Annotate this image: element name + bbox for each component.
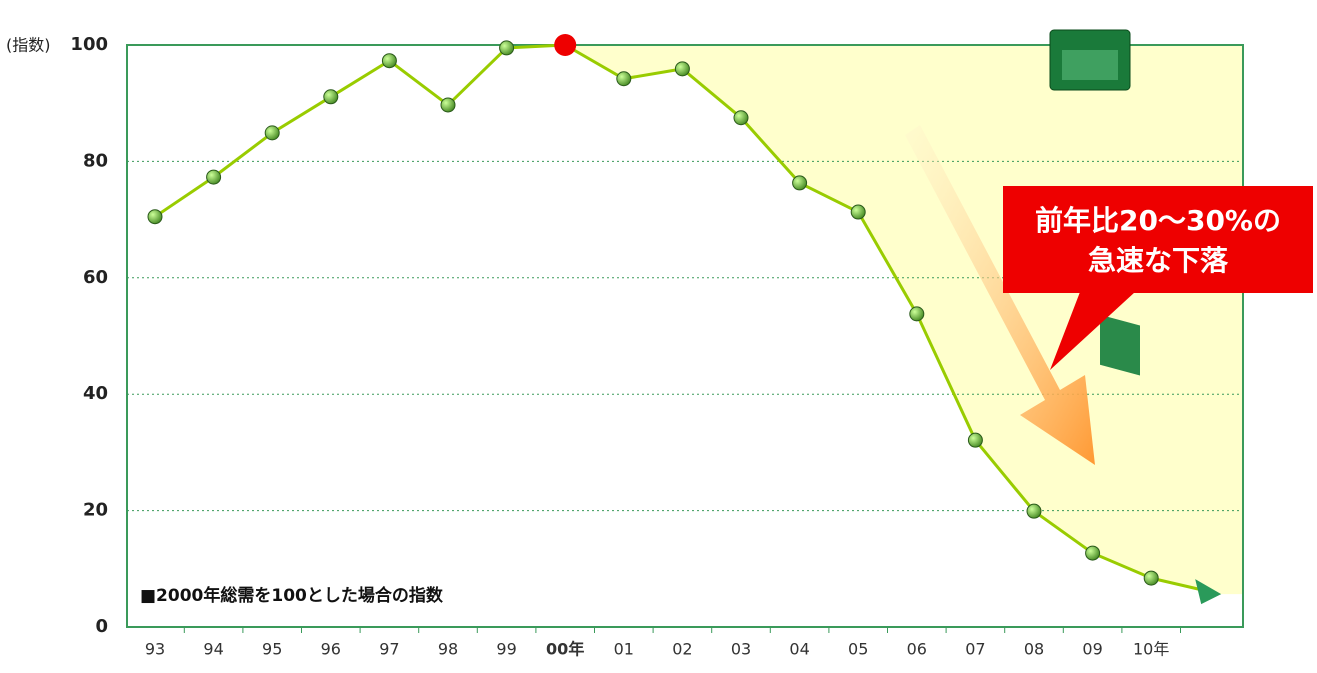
x-tick-label: 08 <box>1024 640 1044 659</box>
y-axis-label: (指数) <box>6 36 51 55</box>
x-tick-label: 03 <box>731 640 751 659</box>
marker <box>381 53 397 69</box>
x-tick-label: 98 <box>438 640 458 659</box>
marker <box>1085 545 1101 561</box>
x-tick-label: 94 <box>203 640 223 659</box>
x-tick-label: 05 <box>848 640 868 659</box>
annotation: ■2000年総需を100とした場合の指数 <box>140 585 444 606</box>
x-tick-label: 93 <box>145 640 165 659</box>
marker <box>733 110 749 126</box>
y-tick-label: 100 <box>70 34 108 55</box>
marker <box>909 306 925 322</box>
marker <box>1143 570 1159 586</box>
x-tick-label: 96 <box>321 640 341 659</box>
marker <box>967 432 983 448</box>
x-tick-label: 04 <box>789 640 809 659</box>
decline-arrow <box>905 125 1095 465</box>
y-tick-label: 60 <box>83 267 108 288</box>
y-tick-label: 40 <box>83 383 108 404</box>
decline-area <box>565 45 1243 595</box>
marker <box>554 34 577 56</box>
callout-line: 前年比20～30%の <box>1035 204 1281 237</box>
marker <box>147 209 163 225</box>
x-tick-label: 99 <box>496 640 516 659</box>
line <box>154 43 1152 580</box>
x-tick-label: 09 <box>1082 640 1102 659</box>
marker <box>792 175 808 191</box>
marker <box>1026 503 1042 519</box>
plot-border <box>126 44 1244 628</box>
x-tick-label: 97 <box>379 640 399 659</box>
marker <box>264 125 280 141</box>
line-arrowhead <box>1195 579 1222 605</box>
x-tick-label: 95 <box>262 640 282 659</box>
marker <box>206 169 222 185</box>
callout: 前年比20～30%の 急速な下落 <box>1003 186 1313 370</box>
x-tick-label: 01 <box>614 640 634 659</box>
y-tick-label: 80 <box>83 150 108 171</box>
x-tick-label: 06 <box>907 640 927 659</box>
callout-line: 急速な下落 <box>1088 244 1229 277</box>
marker <box>323 89 339 105</box>
marker <box>616 71 632 87</box>
y-tick-label: 20 <box>83 500 108 521</box>
marker <box>674 61 690 77</box>
marker <box>499 40 515 56</box>
x-tick-label: 07 <box>965 640 985 659</box>
marker <box>440 97 456 113</box>
y-tick-label: 0 <box>95 616 108 637</box>
x-tick-label: 00年 <box>546 640 584 659</box>
film-box <box>1049 29 1140 376</box>
marker <box>850 204 866 220</box>
x-tick-label: 10年 <box>1133 640 1169 659</box>
x-tick-label: 02 <box>672 640 692 659</box>
